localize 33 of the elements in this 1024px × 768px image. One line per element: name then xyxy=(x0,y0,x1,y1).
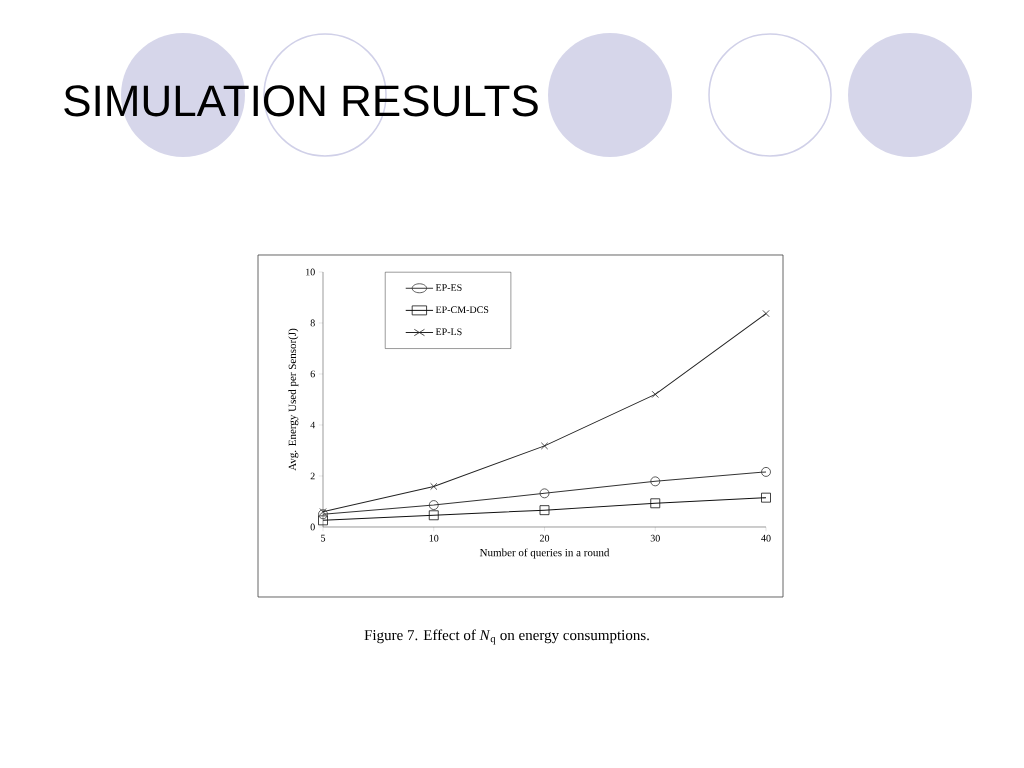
point xyxy=(650,476,661,487)
y-tick-label: 0 xyxy=(310,523,315,531)
chart-title: SIMULATION RESULTS xyxy=(64,85,538,117)
legend-label: EP-ES xyxy=(435,284,462,291)
point xyxy=(319,508,327,516)
point xyxy=(430,482,438,491)
point xyxy=(761,467,771,477)
y-tick-label: 6 xyxy=(310,370,315,378)
y-tick-label: 4 xyxy=(310,421,316,429)
legend-label: EP-LS xyxy=(435,328,462,336)
point xyxy=(539,505,550,516)
point xyxy=(318,515,328,526)
caption: Figure 7. Effect of N$_{q}$ on energy consumptions. xyxy=(364,629,649,645)
y-tick-label: 8 xyxy=(310,319,315,327)
point xyxy=(428,510,439,521)
point xyxy=(539,488,550,499)
y-axis-title: Avg. Energy Used per Sensor(J) xyxy=(288,328,299,471)
point xyxy=(761,492,771,503)
point xyxy=(762,309,770,318)
y-tick-label: 2 xyxy=(310,472,315,480)
legend-label: EP-CM-DCS xyxy=(435,306,489,314)
y-tick-label: 10 xyxy=(306,268,315,276)
x-tick-label: 10 xyxy=(429,534,439,542)
x-tick-label: 5 xyxy=(321,534,326,542)
point xyxy=(651,390,659,398)
point xyxy=(540,442,549,450)
point xyxy=(318,509,328,520)
point xyxy=(428,500,439,510)
x-tick-label: 30 xyxy=(650,534,660,542)
x-axis-title: Number of queries in a round xyxy=(479,548,610,559)
x-tick-label: 40 xyxy=(761,534,771,542)
point xyxy=(650,498,661,509)
x-tick-label: 20 xyxy=(539,534,550,542)
